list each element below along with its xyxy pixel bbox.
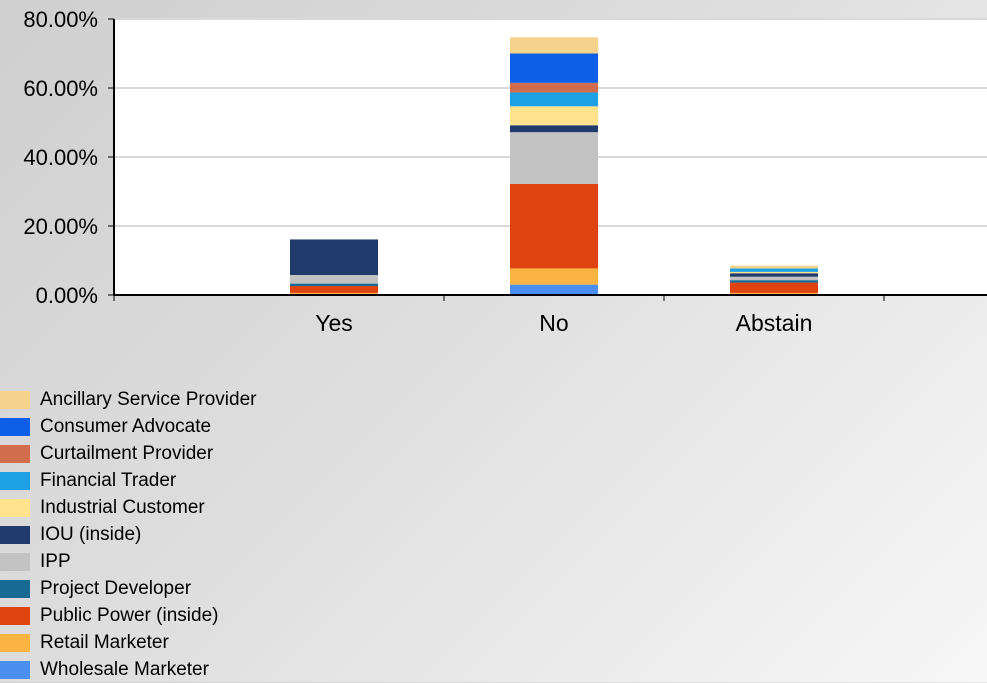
legend-label: IOU (inside) <box>40 523 142 545</box>
bar-segment <box>510 183 598 269</box>
bar-segment <box>510 92 598 107</box>
bar-segment <box>730 280 818 283</box>
legend-swatch <box>0 390 30 409</box>
bar-segment <box>510 268 598 285</box>
legend-label: Ancillary Service Provider <box>40 388 257 410</box>
legend-label: Retail Marketer <box>40 631 169 653</box>
bar-segment <box>510 132 598 184</box>
y-tick-label: 20.00% <box>23 214 98 239</box>
legend-label: Financial Trader <box>40 469 177 491</box>
legend-item: Industrial Customer <box>0 494 256 521</box>
legend-item: Public Power (inside) <box>0 602 256 629</box>
bar-segment <box>510 106 598 126</box>
legend-swatch <box>0 633 30 652</box>
bar-segment <box>730 271 818 274</box>
legend-label: Public Power (inside) <box>40 604 219 626</box>
bar-segment <box>730 265 818 269</box>
bar-segment <box>730 273 818 277</box>
legend-swatch <box>0 417 30 436</box>
y-tick-label: 80.00% <box>23 7 98 32</box>
y-tick-label: 40.00% <box>23 145 98 170</box>
legend-swatch <box>0 471 30 490</box>
legend-item: Financial Trader <box>0 467 256 494</box>
legend-swatch <box>0 579 30 598</box>
legend-swatch <box>0 498 30 517</box>
bar-segment <box>510 53 598 83</box>
bar-segment <box>290 292 378 294</box>
legend-swatch <box>0 660 30 679</box>
legend-label: Consumer Advocate <box>40 415 212 437</box>
y-tick-label: 0.00% <box>36 283 98 308</box>
bar-segment <box>510 284 598 295</box>
x-tick-label: Abstain <box>736 310 813 336</box>
bar-segment <box>510 82 598 93</box>
bar-segment <box>510 125 598 133</box>
legend-swatch <box>0 444 30 463</box>
legend-label: Curtailment Provider <box>40 442 214 464</box>
legend-item: Consumer Advocate <box>0 413 256 440</box>
legend-label: Wholesale Marketer <box>40 658 209 680</box>
legend-item: Project Developer <box>0 575 256 602</box>
bar-segment <box>290 274 378 284</box>
bar-segment <box>730 268 818 272</box>
legend-label: Project Developer <box>40 577 192 599</box>
legend: Ancillary Service Provider Consumer Advoc… <box>0 386 256 683</box>
bar-segment <box>290 283 378 287</box>
legend-swatch <box>0 552 30 571</box>
legend-item: Retail Marketer <box>0 629 256 656</box>
x-tick-label: Yes <box>315 310 353 336</box>
bar-segment <box>730 292 818 294</box>
legend-label: Industrial Customer <box>40 496 205 518</box>
y-tick-label: 60.00% <box>23 76 98 101</box>
legend-item: IOU (inside) <box>0 521 256 548</box>
bar-segment <box>290 286 378 293</box>
legend-swatch <box>0 525 30 544</box>
legend-item: IPP <box>0 548 256 575</box>
legend-swatch <box>0 606 30 625</box>
legend-label: IPP <box>40 550 71 572</box>
x-tick-label: No <box>539 310 568 336</box>
bar-segment <box>510 37 598 54</box>
bar-segment <box>730 276 818 281</box>
bar-segment <box>290 239 378 275</box>
bar-segment <box>730 282 818 293</box>
legend-item: Curtailment Provider <box>0 440 256 467</box>
legend-item: Ancillary Service Provider <box>0 386 256 413</box>
legend-item: Wholesale Marketer <box>0 656 256 683</box>
